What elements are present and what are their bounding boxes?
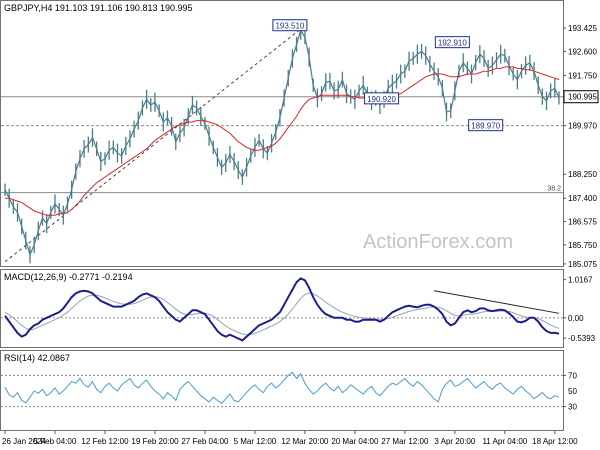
price-axis-label: 192.600 (568, 47, 597, 56)
rsi-series-layer (1, 371, 563, 408)
macd-series-layer (1, 277, 563, 342)
price-annotation-label: 192.910 (438, 39, 467, 48)
price-annotation-label: 190.920 (367, 95, 396, 104)
rsi-line (4, 371, 560, 405)
x-axis-label: 5 Feb 04:00 (34, 437, 77, 446)
rsi-axis-label: 70 (568, 371, 577, 380)
rsi-axis-label: 30 (568, 403, 577, 412)
x-axis-label: 20 Mar 04:00 (331, 437, 379, 446)
macd-trendline (433, 290, 560, 314)
x-axis-label: 27 Mar 12:00 (381, 437, 429, 446)
price-axis-label: 187.400 (568, 194, 597, 203)
last-price-label: 190.995 (568, 93, 597, 102)
price-trendline (4, 25, 306, 263)
macd-axis-label: -0.5393 (568, 334, 596, 343)
rsi-axis-label: 50 (568, 387, 577, 396)
x-axis-label: 18 Apr 12:00 (532, 437, 578, 446)
rsi-panel-frame (0, 350, 564, 431)
macd-line (4, 277, 560, 342)
x-axis-label: 27 Feb 04:00 (181, 437, 229, 446)
price-annotation-box (364, 92, 400, 105)
macd-header: MACD(12,26,9) -0.2771 -0.2194 (4, 272, 133, 282)
price-header: GBPJPY,H4 191.103 191.106 190.813 190.99… (4, 3, 193, 13)
rsi-header: RSI(14) 42.0867 (4, 353, 70, 363)
price-annotation-box (272, 19, 308, 32)
price-line (4, 28, 560, 257)
x-axis-label: 26 Jan 2024 (2, 437, 47, 446)
price-axis-label: 191.750 (568, 71, 597, 80)
price-axis-label: 193.425 (568, 24, 597, 33)
price-axis-label: 188.250 (568, 170, 597, 179)
price-panel-frame (0, 0, 564, 267)
macd-axis-label: 0.00 (568, 314, 584, 323)
x-axis-label: 11 Apr 04:00 (482, 437, 527, 446)
price-annotation-label: 189.970 (471, 122, 500, 131)
fib-level-label: 38.2 (547, 186, 561, 193)
watermark-text: ActionForex.com (363, 231, 513, 253)
last-price-box (563, 90, 599, 104)
price-annotation-box (468, 119, 504, 132)
x-axis-label: 3 Apr 20:00 (434, 437, 475, 446)
macd-axis-label: 1.0167 (568, 276, 593, 285)
x-axis-label: 12 Feb 12:00 (81, 437, 129, 446)
axis-layer: 193.425 192.600 191.750 190.995 189.970 188.2… (2, 24, 599, 446)
price-axis-label: 186.575 (568, 218, 597, 227)
x-axis-label: 12 Mar 20:00 (281, 437, 329, 446)
macd-panel-frame (0, 269, 564, 348)
price-axis-label: 185.750 (568, 241, 597, 250)
price-series-layer: 38.2 193.510 192.910 190.920 189.970 (1, 19, 563, 264)
moving-average-line (5, 66, 560, 216)
macd-signal-line (4, 292, 560, 336)
price-annotation-box (434, 36, 470, 49)
price-axis-label: 185.075 (568, 260, 597, 269)
x-axis-label: 5 Mar 12:00 (234, 437, 277, 446)
price-axis-label: 189.970 (568, 122, 597, 131)
x-axis-label: 19 Feb 20:00 (131, 437, 179, 446)
price-annotation-label: 193.510 (275, 22, 304, 31)
